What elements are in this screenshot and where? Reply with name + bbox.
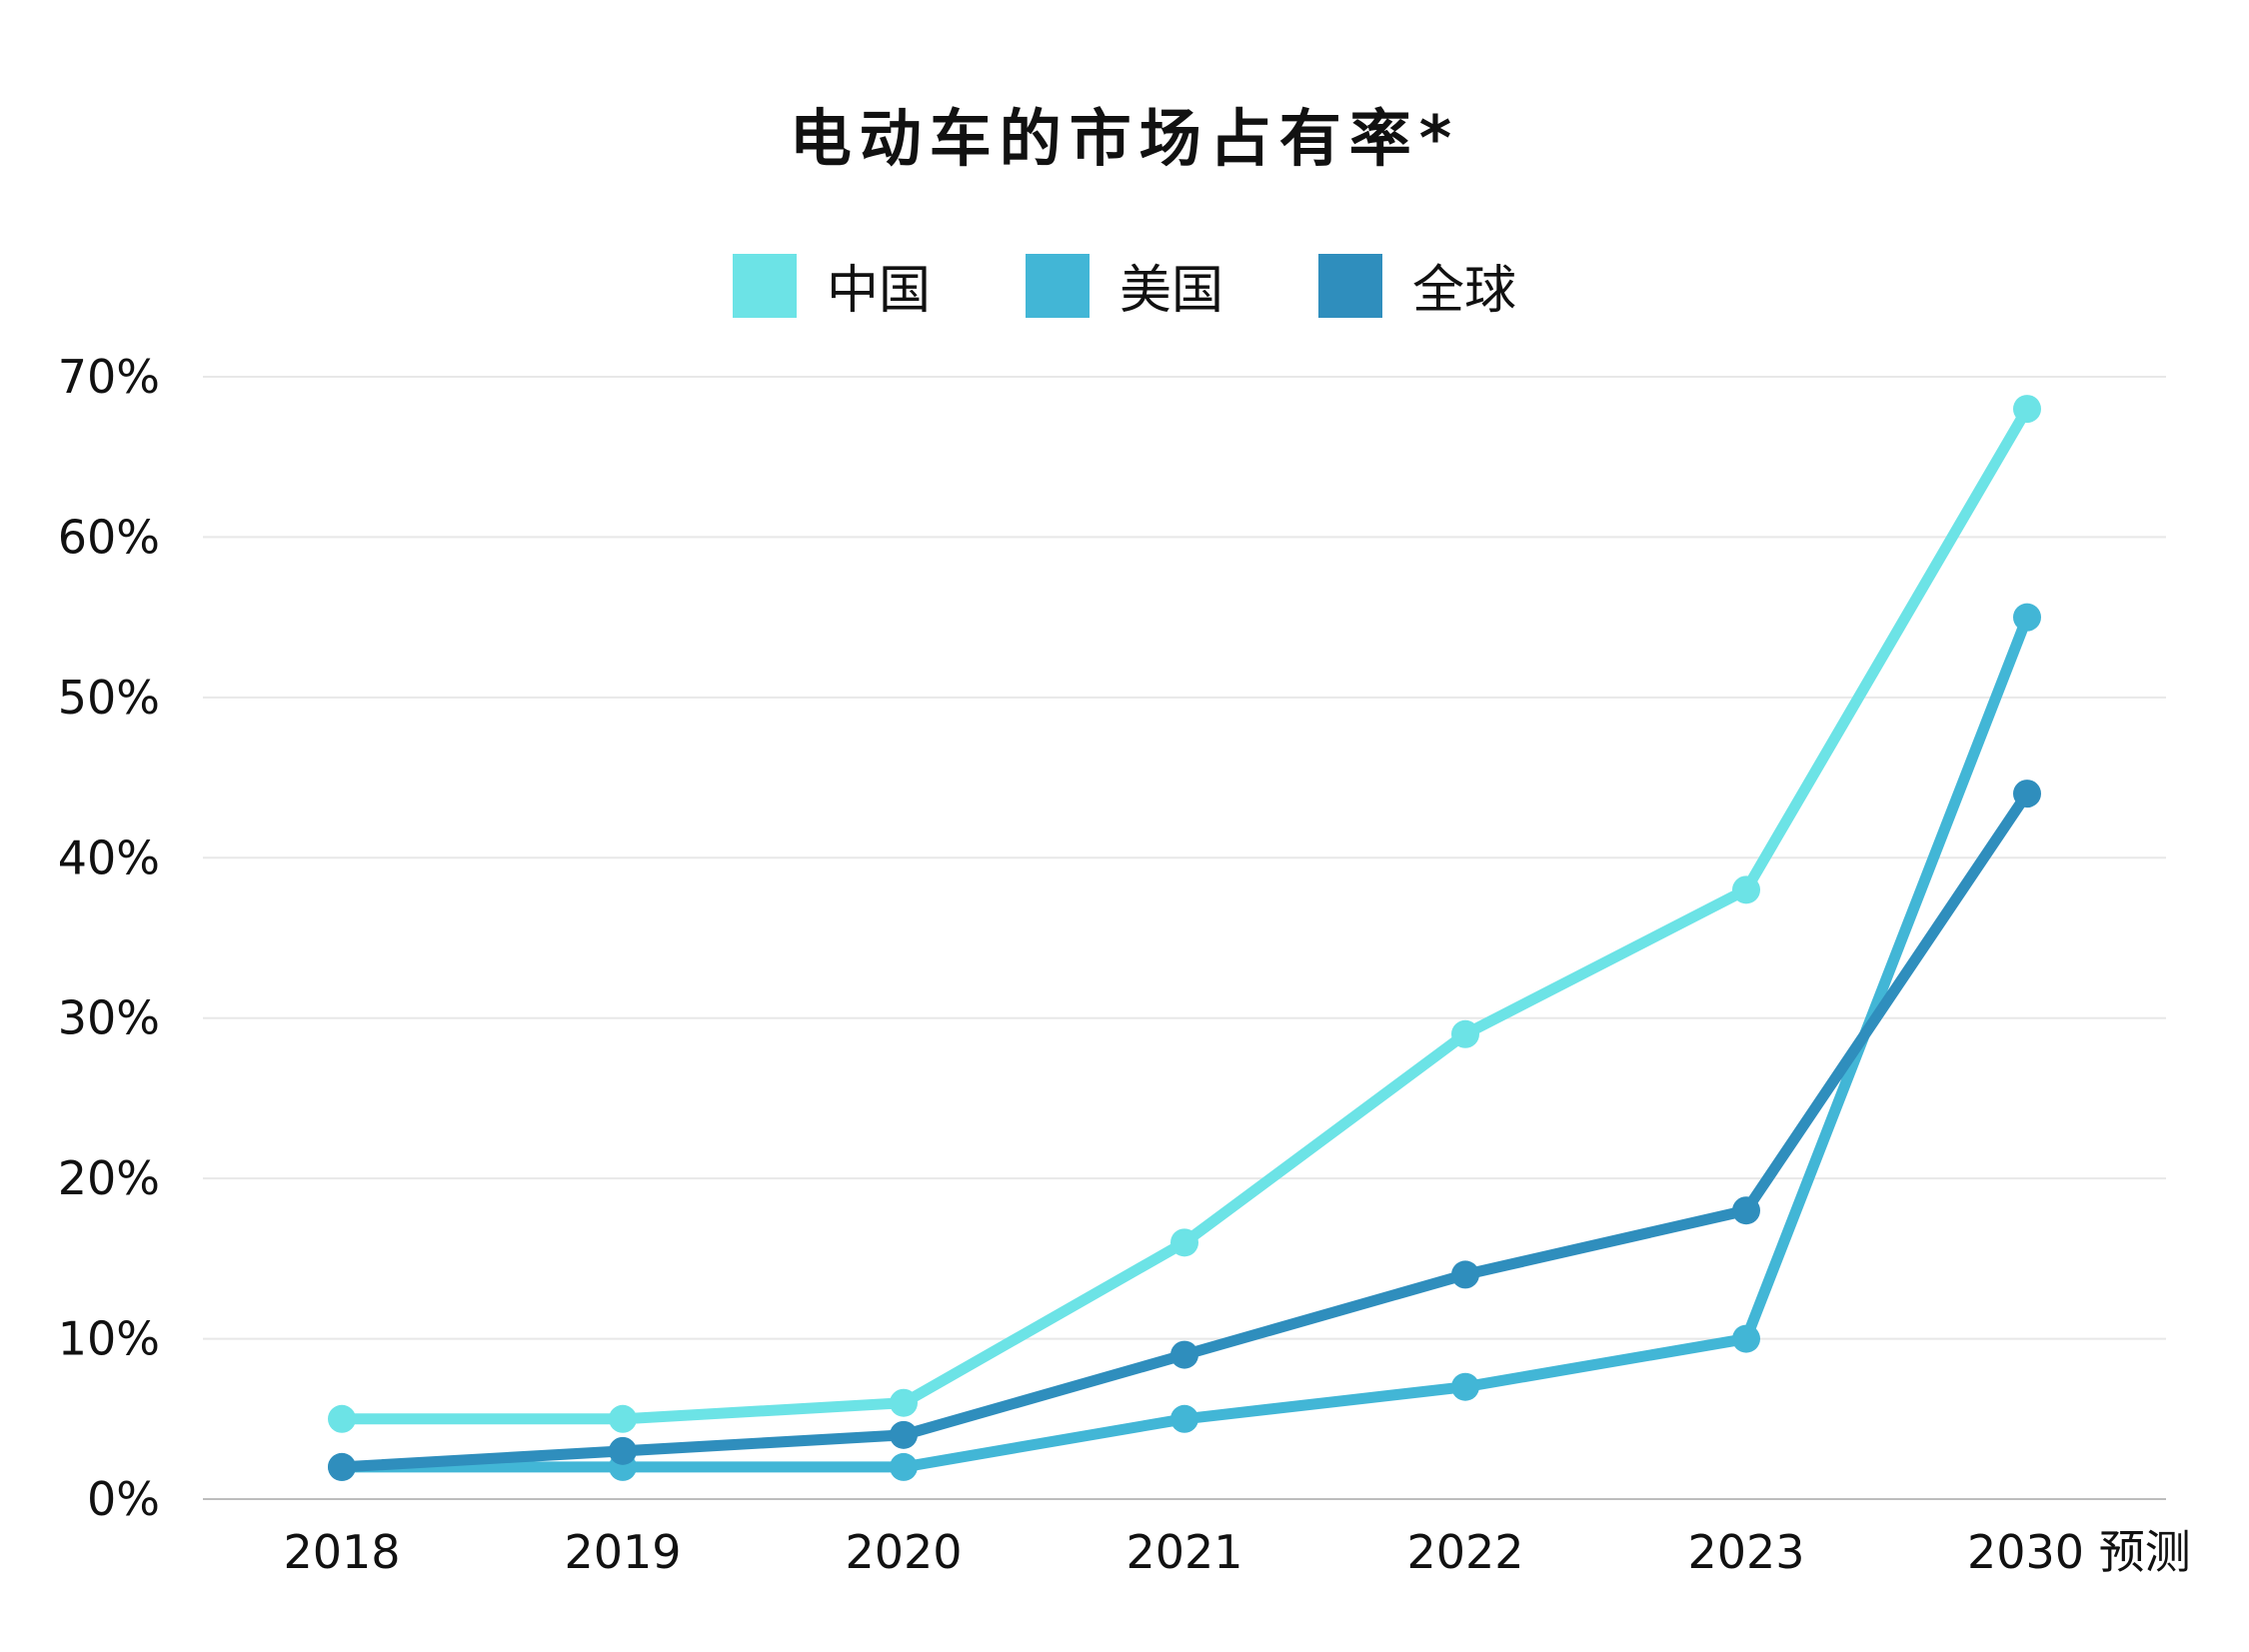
y-tick-label: 60% (58, 510, 160, 564)
data-point-2 (890, 1420, 918, 1449)
x-tick-label: 2023 (1687, 1525, 1804, 1579)
data-point-0 (609, 1404, 637, 1433)
data-point-1 (1451, 1372, 1479, 1401)
data-point-0 (1732, 875, 1760, 904)
legend: 中国 美国 全球 (0, 248, 2249, 323)
x-tick-label: 2022 (1406, 1525, 1523, 1579)
y-tick-label: 40% (58, 830, 160, 884)
data-point-0 (1170, 1228, 1198, 1257)
legend-item-usa[interactable]: 美国 (1025, 248, 1223, 323)
legend-swatch-usa (1025, 253, 1090, 318)
x-tick-label: 2018 (283, 1525, 400, 1579)
legend-label-global: 全球 (1412, 261, 1517, 321)
data-point-1 (890, 1452, 918, 1481)
data-point-0 (2013, 395, 2041, 424)
data-point-0 (328, 1404, 356, 1433)
data-point-0 (1451, 1019, 1479, 1048)
legend-label-china: 中国 (826, 261, 931, 321)
data-point-2 (2013, 780, 2041, 809)
y-tick-label: 0% (87, 1472, 160, 1526)
x-tick-label: 2030 预测 (1967, 1525, 2191, 1579)
y-tick-label: 20% (58, 1151, 160, 1205)
x-tick-label: 2021 (1125, 1525, 1242, 1579)
y-tick-label: 70% (58, 350, 160, 404)
legend-item-global[interactable]: 全球 (1318, 248, 1516, 323)
data-point-2 (609, 1436, 637, 1465)
legend-swatch-global (1318, 253, 1382, 318)
y-tick-label: 30% (58, 991, 160, 1045)
data-point-2 (328, 1452, 356, 1481)
chart-title: 电动车的市场占有率* (789, 102, 1460, 175)
data-point-0 (890, 1388, 918, 1417)
data-point-1 (1170, 1404, 1198, 1433)
y-tick-label: 10% (58, 1312, 160, 1366)
data-point-1 (2013, 603, 2041, 632)
legend-swatch-china (732, 253, 797, 318)
data-point-2 (1170, 1340, 1198, 1369)
y-tick-label: 50% (58, 671, 160, 725)
legend-label-usa: 美国 (1119, 261, 1223, 321)
x-tick-label: 2020 (845, 1525, 962, 1579)
data-point-1 (1732, 1324, 1760, 1353)
data-point-2 (1451, 1260, 1479, 1289)
data-point-2 (1732, 1196, 1760, 1225)
legend-item-china[interactable]: 中国 (732, 248, 931, 323)
x-tick-label: 2019 (564, 1525, 681, 1579)
